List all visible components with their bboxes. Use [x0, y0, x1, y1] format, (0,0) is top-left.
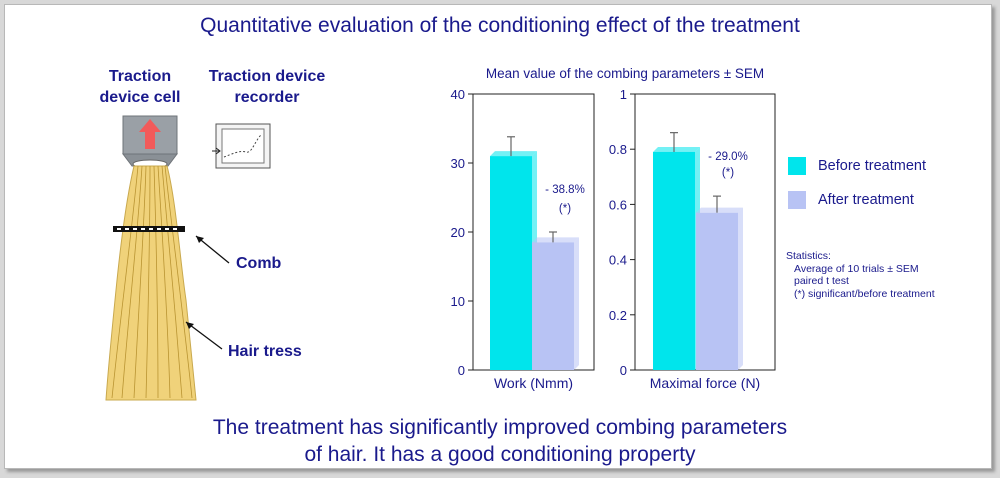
traction-recorder-label-line2: recorder — [234, 89, 300, 106]
significance-label: (*) — [722, 167, 734, 179]
y-tick-label: 0.4 — [609, 253, 627, 268]
legend-swatch-after — [788, 191, 806, 209]
x-axis-label: Maximal force (N) — [650, 375, 760, 391]
stats-line2: paired t test — [794, 275, 849, 287]
bar-top — [490, 151, 537, 157]
legend-swatch-before — [788, 157, 806, 175]
stats-line1: Average of 10 trials ± SEM — [794, 262, 919, 275]
bar — [653, 151, 695, 370]
y-tick-label: 0.6 — [609, 197, 627, 212]
y-tick-label: 20 — [451, 225, 465, 240]
traction-cell-label-line2: device cell — [99, 89, 181, 106]
significance-label: - 38.8% — [545, 184, 585, 196]
stats-heading: Statistics: — [786, 250, 831, 262]
bar — [696, 212, 738, 370]
hair-tress-label: Hair tress — [228, 343, 302, 360]
y-tick-label: 0 — [458, 363, 465, 378]
y-tick-label: 1 — [620, 87, 627, 102]
conclusion: The treatment has significantly improved… — [0, 414, 1000, 468]
bar — [490, 156, 532, 370]
bar-top — [532, 237, 579, 243]
legend-label-before: Before treatment — [818, 158, 926, 174]
y-tick-label: 0.2 — [609, 308, 627, 323]
significance-label: (*) — [559, 203, 571, 215]
stats-line3: (*) significant/before treatment — [794, 287, 935, 300]
up-arrow-icon — [139, 119, 161, 149]
conclusion-line1: The treatment has significantly improved… — [212, 416, 788, 439]
legend-before: Before treatment — [788, 157, 926, 175]
x-axis-label: Work (Nmm) — [494, 375, 573, 391]
statistics-note: Statistics: Average of 10 trials ± SEM p… — [786, 250, 935, 300]
bar — [532, 242, 574, 370]
traction-recorder-label: Traction device recorder — [192, 66, 342, 108]
chart-heading: Mean value of the combing parameters ± S… — [485, 66, 765, 81]
bar-side — [574, 237, 579, 370]
y-tick-label: 0 — [620, 363, 627, 378]
comb-label: Comb — [236, 255, 282, 272]
tress-pointer — [185, 321, 223, 350]
slide-title: Quantitative evaluation of the condition… — [200, 14, 800, 37]
hair-tress — [105, 165, 197, 401]
y-tick-label: 0.8 — [609, 142, 627, 157]
y-tick-label: 40 — [451, 87, 465, 102]
recorder-connector-icon — [212, 147, 221, 155]
bar-side — [738, 207, 743, 370]
y-tick-label: 10 — [451, 294, 465, 309]
traction-recorder-label-line1: Traction device — [208, 68, 326, 85]
traction-cell-label-line1: Traction — [108, 68, 172, 85]
bar-top — [696, 207, 743, 213]
bar-top — [653, 146, 700, 152]
significance-label: - 29.0% — [708, 151, 748, 163]
traction-cell-label: Traction device cell — [80, 66, 200, 108]
recorder-screen — [221, 128, 265, 164]
y-tick-label: 30 — [451, 156, 465, 171]
legend-after: After treatment — [788, 191, 914, 209]
legend-label-after: After treatment — [818, 192, 914, 208]
conclusion-line2: of hair. It has a good conditioning prop… — [304, 443, 696, 466]
